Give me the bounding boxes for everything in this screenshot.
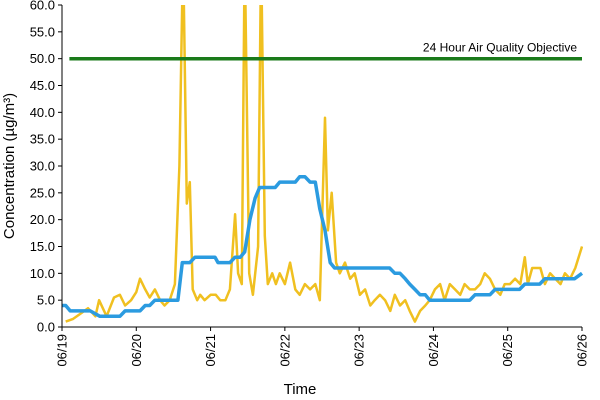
- line-label: 24 Hour Air Quality Objective: [423, 41, 577, 55]
- y-tick-label: 15.0: [30, 239, 55, 254]
- plot-area: [62, 5, 583, 323]
- y-tick-label: 45.0: [30, 78, 55, 93]
- line-series: [62, 174, 583, 319]
- line-series: [65, 5, 583, 323]
- y-tick-label: 50.0: [30, 51, 55, 66]
- x-tick-label: 06/21: [203, 334, 218, 367]
- y-tick-label: 20.0: [30, 212, 55, 227]
- y-tick-label: 10.0: [30, 266, 55, 281]
- y-tick-label: 35.0: [30, 132, 55, 147]
- y-tick-label: 0.0: [37, 320, 55, 335]
- x-tick-label: 06/24: [426, 334, 441, 367]
- y-tick-label: 60.0: [30, 0, 55, 13]
- x-tick-label: 06/19: [55, 334, 70, 367]
- y-tick-label: 55.0: [30, 24, 55, 39]
- x-tick-label: 06/23: [352, 334, 367, 367]
- y-tick-label: 40.0: [30, 105, 55, 120]
- x-tick-label: 06/20: [129, 334, 144, 367]
- x-tick-label: 06/22: [277, 334, 292, 367]
- y-tick-label: 25.0: [30, 185, 55, 200]
- x-axis-title: Time: [284, 381, 317, 398]
- x-tick-label: 06/25: [500, 334, 515, 367]
- x-tick-label: 06/26: [575, 334, 590, 367]
- y-tick-label: 5.0: [37, 293, 55, 308]
- y-axis-title: Concentration (µg/m³): [1, 93, 18, 239]
- y-tick-label: 30.0: [30, 159, 55, 174]
